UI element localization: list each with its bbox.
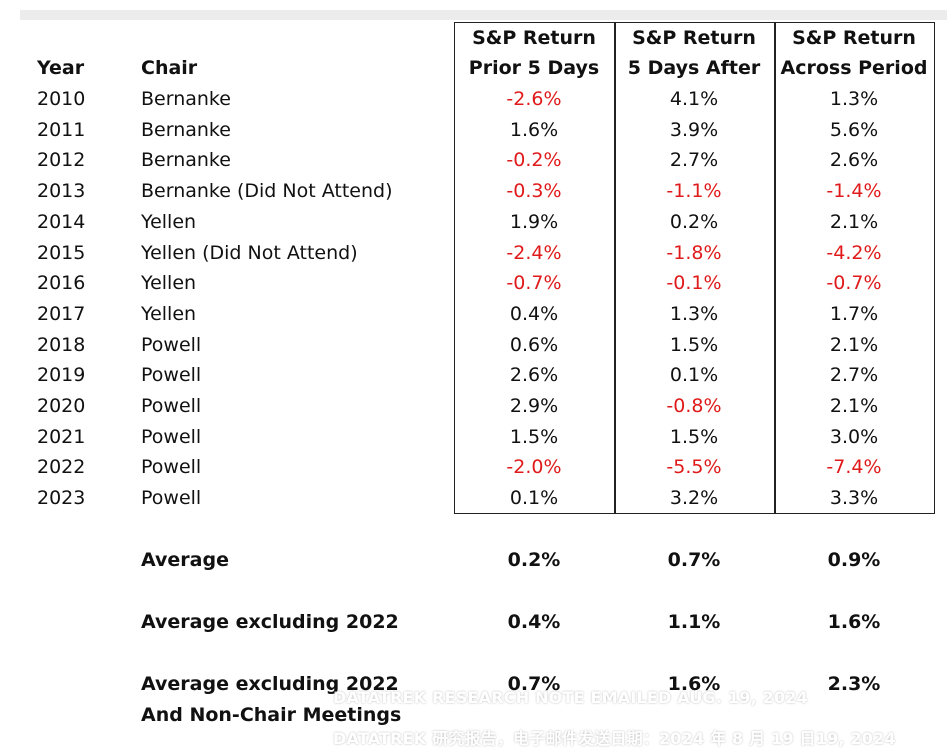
summary-across: 0.9%	[827, 549, 881, 571]
table-cell-across: 2.1%	[829, 395, 879, 417]
table-cell-year: 2018	[37, 334, 86, 356]
table-cell-across: 2.7%	[829, 364, 879, 386]
summary-after: 1.6%	[667, 673, 721, 695]
column-box-prior	[454, 22, 616, 514]
table-cell-across: 1.3%	[829, 88, 879, 110]
table-cell-year: 2020	[37, 395, 86, 417]
table-cell-prior: -2.6%	[506, 88, 562, 110]
table-cell-chair: Bernanke	[141, 88, 231, 110]
table-cell-prior: -0.7%	[506, 272, 562, 294]
table-cell-year: 2016	[37, 272, 86, 294]
table-cell-across: 3.3%	[829, 487, 879, 509]
table-cell-chair: Yellen	[141, 272, 197, 294]
table-cell-year: 2011	[37, 119, 86, 141]
table-cell-after: 0.1%	[669, 364, 719, 386]
watermark-line-1: DATATREK RESEARCH NOTE EMAILED AUG. 19, …	[333, 688, 808, 707]
table-cell-year: 2015	[37, 242, 86, 264]
table-cell-after: 1.5%	[669, 426, 719, 448]
table-cell-year: 2014	[37, 211, 86, 233]
summary-prior: 0.7%	[507, 673, 561, 695]
table-cell-chair: Bernanke	[141, 149, 231, 171]
summary-after: 0.7%	[667, 549, 721, 571]
table-cell-prior: 1.9%	[509, 211, 559, 233]
table-cell-prior: 1.5%	[509, 426, 559, 448]
table-cell-across: -1.4%	[826, 180, 882, 202]
header-year: Year	[37, 57, 85, 79]
table-cell-across: -4.2%	[826, 242, 882, 264]
table-cell-prior: 0.6%	[509, 334, 559, 356]
table-cell-chair: Bernanke (Did Not Attend)	[141, 180, 393, 202]
table-cell-chair: Yellen (Did Not Attend)	[141, 242, 358, 264]
table-cell-across: 5.6%	[829, 119, 879, 141]
table-cell-after: -0.8%	[666, 395, 722, 417]
table-cell-after: -5.5%	[666, 456, 722, 478]
table-cell-after: 1.5%	[669, 334, 719, 356]
table-cell-year: 2023	[37, 487, 86, 509]
table-cell-year: 2013	[37, 180, 86, 202]
table-cell-after: -1.1%	[666, 180, 722, 202]
table-cell-chair: Powell	[141, 456, 202, 478]
table-cell-across: -0.7%	[826, 272, 882, 294]
summary-after: 1.1%	[667, 611, 721, 633]
summary-label-line2: And Non-Chair Meetings	[141, 704, 402, 726]
table-cell-after: 3.2%	[669, 487, 719, 509]
table-cell-prior: 0.4%	[509, 303, 559, 325]
table-cell-prior: -2.0%	[506, 456, 562, 478]
table-cell-prior: -0.3%	[506, 180, 562, 202]
table-cell-chair: Powell	[141, 487, 202, 509]
table-cell-after: -0.1%	[666, 272, 722, 294]
summary-prior: 0.2%	[507, 549, 561, 571]
summary-across: 2.3%	[827, 673, 881, 695]
table-cell-year: 2010	[37, 88, 86, 110]
table-cell-year: 2017	[37, 303, 86, 325]
table-cell-prior: 1.6%	[509, 119, 559, 141]
table-cell-across: 2.1%	[829, 334, 879, 356]
table-cell-chair: Powell	[141, 395, 202, 417]
watermark-line-2: DATATREK 研究报告，电子邮件发送日期：2024 年 8 月 19 日19…	[333, 729, 896, 748]
summary-label: Average	[141, 549, 229, 571]
table-cell-chair: Powell	[141, 334, 202, 356]
table-cell-prior: -0.2%	[506, 149, 562, 171]
summary-label: Average excluding 2022	[141, 611, 399, 633]
table-cell-after: 2.7%	[669, 149, 719, 171]
table-cell-prior: -2.4%	[506, 242, 562, 264]
table-cell-after: 1.3%	[669, 303, 719, 325]
table-cell-chair: Powell	[141, 426, 202, 448]
header-after-line1: S&P Return	[632, 27, 756, 49]
header-across-line1: S&P Return	[792, 27, 916, 49]
table-cell-chair: Yellen	[141, 211, 197, 233]
header-across-line2: Across Period	[780, 57, 928, 79]
table-cell-year: 2012	[37, 149, 86, 171]
summary-label: Average excluding 2022	[141, 673, 399, 695]
header-after-line2: 5 Days After	[627, 57, 761, 79]
table-cell-year: 2019	[37, 364, 86, 386]
table-cell-year: 2021	[37, 426, 86, 448]
summary-prior: 0.4%	[507, 611, 561, 633]
table-cell-prior: 2.9%	[509, 395, 559, 417]
table-cell-year: 2022	[37, 456, 86, 478]
table-cell-across: -7.4%	[826, 456, 882, 478]
header-chair: Chair	[141, 57, 198, 79]
table-cell-after: -1.8%	[666, 242, 722, 264]
column-box-after	[614, 22, 776, 514]
table-cell-across: 1.7%	[829, 303, 879, 325]
table-cell-after: 4.1%	[669, 88, 719, 110]
summary-across: 1.6%	[827, 611, 881, 633]
table-cell-after: 3.9%	[669, 119, 719, 141]
header-prior-line2: Prior 5 Days	[468, 57, 600, 79]
column-box-across	[774, 22, 935, 514]
table-cell-across: 3.0%	[829, 426, 879, 448]
table-cell-after: 0.2%	[669, 211, 719, 233]
table-cell-across: 2.1%	[829, 211, 879, 233]
table-cell-chair: Bernanke	[141, 119, 231, 141]
table-cell-chair: Powell	[141, 364, 202, 386]
table-cell-chair: Yellen	[141, 303, 197, 325]
table-cell-across: 2.6%	[829, 149, 879, 171]
table-cell-prior: 2.6%	[509, 364, 559, 386]
top-divider	[20, 10, 947, 20]
header-prior-line1: S&P Return	[472, 27, 596, 49]
table-cell-prior: 0.1%	[509, 487, 559, 509]
